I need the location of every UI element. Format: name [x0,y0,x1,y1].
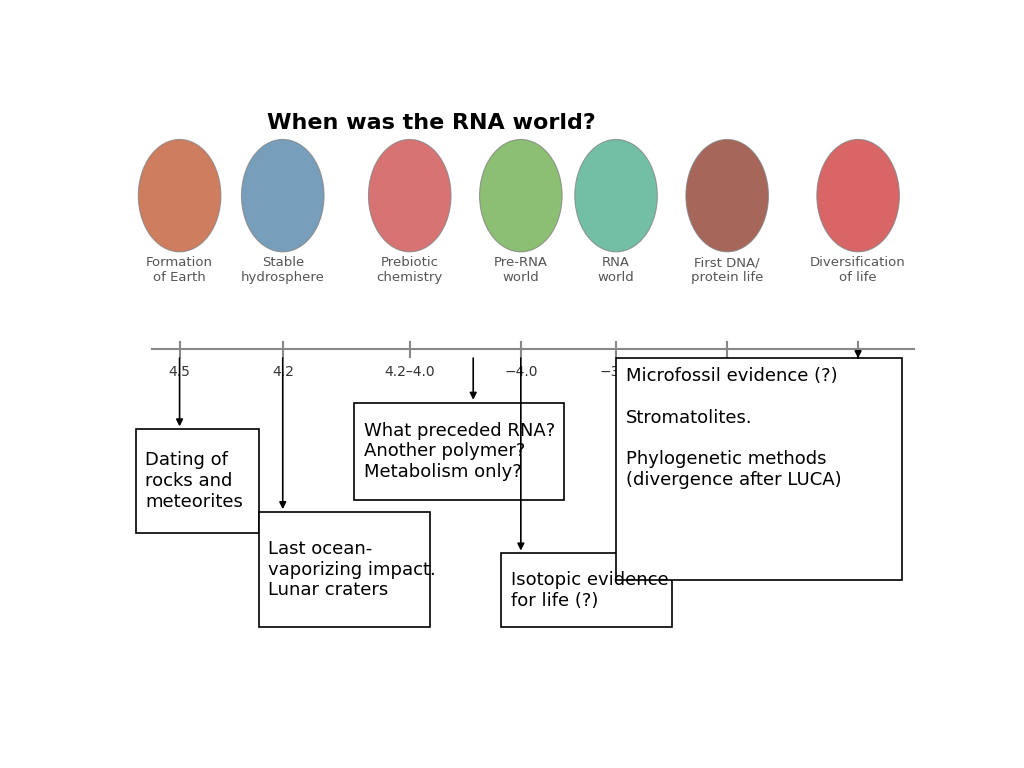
Ellipse shape [479,140,562,252]
FancyBboxPatch shape [136,429,259,533]
Text: Diversification
of life: Diversification of life [810,257,906,284]
Text: What preceded RNA?
Another polymer?
Metabolism only?: What preceded RNA? Another polymer? Meta… [364,422,555,482]
Text: First DNA/
protein life: First DNA/ protein life [691,257,763,284]
Text: RNA
world: RNA world [598,257,635,284]
Text: Formation
of Earth: Formation of Earth [146,257,213,284]
Text: Microfossil evidence (?)

Stromatolites.

Phylogenetic methods
(divergence after: Microfossil evidence (?) Stromatolites. … [626,367,841,489]
FancyBboxPatch shape [354,402,564,500]
Text: −3.8: −3.8 [599,366,633,379]
Text: 4.2–4.0: 4.2–4.0 [384,366,435,379]
FancyBboxPatch shape [501,554,672,627]
Text: −4.0: −4.0 [504,366,538,379]
Text: When was the RNA world?: When was the RNA world? [267,113,596,133]
Text: Pre-RNA
world: Pre-RNA world [494,257,548,284]
Ellipse shape [369,140,451,252]
Ellipse shape [817,140,899,252]
Text: Last ocean-
vaporizing impact.
Lunar craters: Last ocean- vaporizing impact. Lunar cra… [268,540,436,600]
Text: Stable
hydrosphere: Stable hydrosphere [241,257,325,284]
Text: Prebiotic
chemistry: Prebiotic chemistry [377,257,442,284]
FancyBboxPatch shape [259,512,430,627]
Text: 3.6–present: 3.6–present [817,366,899,379]
Text: 4.5: 4.5 [169,366,190,379]
Text: −3.6: −3.6 [711,366,744,379]
Text: Dating of
rocks and
meteorites: Dating of rocks and meteorites [145,451,244,511]
Ellipse shape [242,140,324,252]
Ellipse shape [138,140,221,252]
Text: 4.2: 4.2 [271,366,294,379]
Ellipse shape [686,140,768,252]
FancyBboxPatch shape [616,358,902,580]
Text: Isotopic evidence
for life (?): Isotopic evidence for life (?) [511,571,668,610]
Ellipse shape [574,140,657,252]
